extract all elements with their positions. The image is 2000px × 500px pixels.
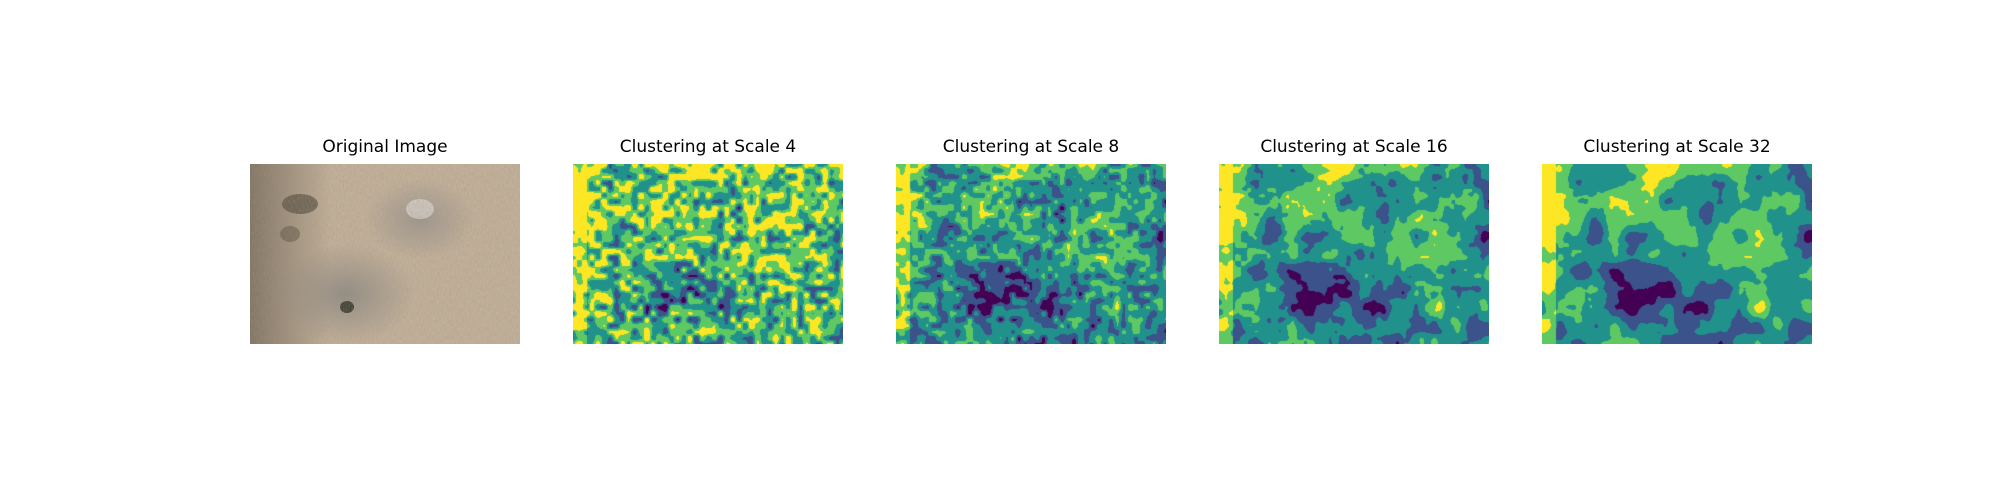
cluster-map-scale-16	[1219, 164, 1489, 344]
panel-title: Clustering at Scale 32	[1583, 137, 1771, 157]
panel-title: Clustering at Scale 4	[619, 137, 797, 157]
panel-title: Clustering at Scale 16	[1260, 137, 1448, 157]
panel-title: Clustering at Scale 8	[942, 137, 1120, 157]
panel-title: Original Image	[322, 137, 448, 157]
cluster-map-scale-4	[573, 164, 843, 344]
cluster-map-scale-8	[896, 164, 1166, 344]
original-skin-photo	[250, 164, 520, 344]
cluster-map-scale-32	[1542, 164, 1812, 344]
